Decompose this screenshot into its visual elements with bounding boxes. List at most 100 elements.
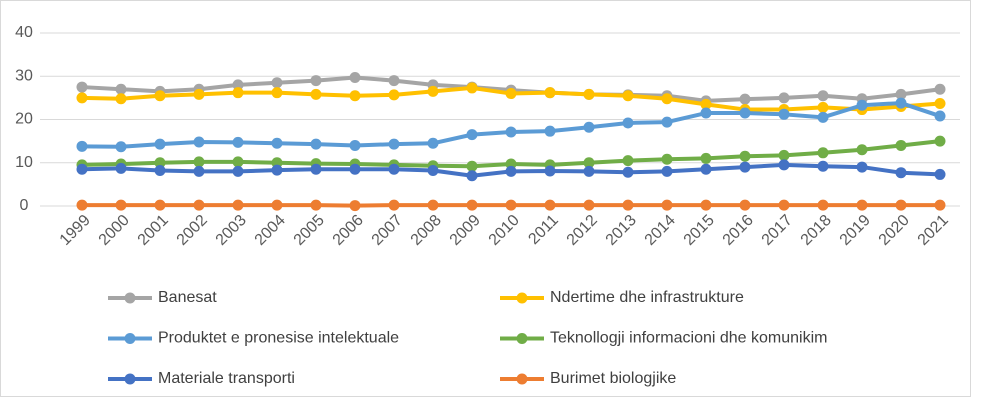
data-point [700,163,712,175]
data-point [310,163,322,175]
data-point [817,90,829,102]
data-point [427,137,439,149]
data-point [466,160,478,172]
data-point [622,166,634,178]
data-point [115,83,127,95]
data-point [661,199,673,211]
data-point [661,153,673,165]
data-point [505,165,517,177]
data-point [934,110,946,122]
data-point [778,149,790,161]
data-point [349,90,361,102]
data-point [622,155,634,167]
data-point [466,129,478,141]
data-point [583,121,595,133]
data-point [232,136,244,148]
legend-label: Teknollogji informacioni dhe komunikim [550,330,827,347]
data-point [700,199,712,211]
legend-label: Burimet biologjike [550,370,676,387]
legend-marker [516,373,528,385]
data-point [583,165,595,177]
data-point [193,88,205,100]
data-point [310,138,322,150]
data-point [934,97,946,109]
data-point [388,138,400,150]
data-point [427,165,439,177]
data-point [700,107,712,119]
data-point [310,75,322,87]
data-point [271,164,283,176]
data-point [856,99,868,111]
data-point [544,165,556,177]
data-point [856,199,868,211]
data-point [661,116,673,128]
data-point [271,87,283,99]
data-point [154,157,166,169]
data-point [817,147,829,159]
data-point [778,108,790,120]
data-point [466,199,478,211]
data-point [349,163,361,175]
data-point [739,93,751,105]
data-point [622,90,634,102]
data-point [583,157,595,169]
data-point [349,72,361,84]
data-point [154,199,166,211]
data-point [232,79,244,91]
legend-marker [124,333,136,344]
data-point [232,165,244,177]
legend-label: Produktet e pronesise intelektuale [158,330,399,347]
data-point [271,199,283,211]
data-point [310,199,322,211]
data-point [895,167,907,179]
data-point [349,200,361,212]
data-point [76,140,88,152]
y-tick-label: 10 [15,154,33,171]
y-tick-label: 20 [15,111,33,128]
legend-marker [516,333,528,344]
data-point [193,156,205,168]
data-point [427,85,439,97]
data-point [388,199,400,211]
data-point [76,81,88,93]
data-point [466,170,478,182]
data-point [115,162,127,174]
data-point [271,137,283,149]
data-point [583,199,595,211]
data-point [193,136,205,148]
data-point [895,199,907,211]
y-tick-label: 0 [20,197,29,214]
data-point [934,135,946,147]
data-point [232,156,244,168]
data-point [739,150,751,162]
data-point [310,88,322,100]
data-point [583,88,595,100]
data-point [232,87,244,99]
data-point [778,199,790,211]
data-point [739,161,751,173]
data-point [544,125,556,137]
data-point [817,160,829,172]
data-point [154,165,166,177]
data-point [154,90,166,102]
legend-marker [516,292,528,304]
data-point [232,199,244,211]
data-point [76,199,88,211]
data-point [739,199,751,211]
legend-label: Materiale transporti [158,370,295,387]
data-point [817,101,829,113]
data-point [427,199,439,211]
data-point [388,89,400,101]
data-point [739,107,751,119]
data-point [778,92,790,104]
data-point [817,199,829,211]
legend-marker [124,373,136,385]
data-point [934,168,946,180]
data-point [622,117,634,129]
data-point [934,199,946,211]
data-point [271,77,283,89]
data-point [193,199,205,211]
data-point [895,97,907,109]
data-point [544,87,556,99]
